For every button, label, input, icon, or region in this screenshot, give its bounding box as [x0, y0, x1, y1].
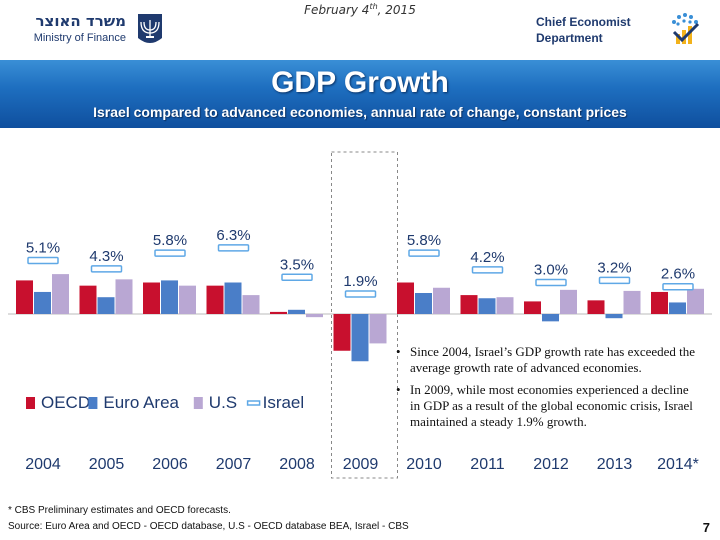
israel-data-label: 4.2%: [470, 249, 504, 266]
bar-oecd: [270, 311, 287, 314]
israel-data-label: 6.3%: [216, 227, 250, 244]
bar-oecd: [16, 280, 33, 314]
x-tick-label: 2013: [597, 456, 633, 473]
chief-economist-logo: Chief Economist Department: [536, 12, 706, 48]
legend-label: U.S: [209, 393, 237, 412]
legend-swatch-israel: [246, 400, 261, 406]
israel-data-label: 3.5%: [280, 256, 314, 273]
israel-marker: [535, 278, 567, 287]
israel-data-label: 2.6%: [661, 266, 695, 283]
legend-label: Israel: [263, 393, 305, 412]
menorah-emblem-icon: [138, 14, 162, 43]
bar-euro-area: [161, 280, 178, 314]
note-item: In 2009, while most economies experience…: [396, 382, 696, 430]
highlight-box-2009: [331, 151, 398, 479]
israel-marker: [154, 249, 186, 257]
notes-list: Since 2004, Israel’s GDP growth rate has…: [396, 344, 696, 436]
x-tick-label: 2009: [343, 456, 379, 473]
bar-u-s: [433, 287, 450, 314]
ministry-english-name: Ministry of Finance: [33, 32, 126, 44]
israel-marker: [662, 282, 694, 291]
bar-u-s: [306, 314, 323, 318]
legend-swatch: [88, 397, 98, 409]
bar-oecd: [651, 291, 668, 314]
israel-marker: [90, 265, 123, 273]
israel-marker: [471, 266, 504, 274]
bar-euro-area: [97, 297, 115, 314]
ministry-of-finance-logo: משרד האוצר Ministry of Finance: [18, 12, 168, 48]
x-tick-label: 2010: [406, 456, 442, 473]
bar-u-s: [52, 274, 69, 314]
presentation-date: February 4th, 2015: [0, 2, 720, 17]
bar-euro-area: [34, 291, 51, 314]
bar-u-s: [560, 289, 577, 314]
legend-swatch: [193, 397, 203, 409]
bar-u-s: [115, 279, 133, 314]
bar-euro-area: [224, 282, 242, 314]
israel-data-label: 5.8%: [407, 232, 441, 249]
bar-u-s: [687, 288, 704, 314]
israel-data-label: 4.3%: [89, 248, 123, 265]
bar-u-s: [369, 314, 387, 344]
date-main: February 4: [304, 3, 370, 17]
bar-u-s: [623, 290, 641, 314]
footnote: * CBS Preliminary estimates and OECD for…: [8, 505, 231, 516]
israel-data-label: 5.8%: [153, 232, 187, 249]
bar-oecd: [587, 300, 605, 314]
note-item: Since 2004, Israel’s GDP growth rate has…: [396, 344, 696, 376]
israel-data-label: 5.1%: [26, 239, 60, 256]
date-year: , 2015: [377, 3, 416, 17]
bar-oecd: [333, 314, 351, 351]
bar-euro-area: [351, 314, 369, 362]
x-tick-label: 2011: [470, 456, 505, 473]
x-tick-label: 2007: [216, 456, 252, 473]
page-subtitle: Israel compared to advanced economies, a…: [93, 104, 627, 120]
bar-oecd: [143, 282, 160, 314]
x-tick-label: 2012: [533, 456, 569, 473]
bar-u-s: [242, 295, 260, 314]
bar-oecd: [397, 282, 414, 314]
israel-marker: [217, 244, 250, 252]
x-tick-label: 2004: [25, 456, 61, 473]
x-tick-label: 2008: [279, 456, 315, 473]
israel-marker: [281, 273, 313, 281]
legend-label: OECD: [41, 393, 90, 412]
legend-label: Euro Area: [103, 393, 179, 412]
source-note: Source: Euro Area and OECD - OECD databa…: [8, 521, 409, 532]
date-suffix: th: [369, 2, 378, 11]
israel-marker: [598, 276, 631, 285]
chart-legend: OECD Euro Area U.S Israel: [26, 393, 304, 412]
page-title: GDP Growth: [271, 66, 449, 99]
bar-oecd: [79, 285, 97, 314]
israel-data-label: 3.0%: [534, 262, 568, 279]
bar-euro-area: [542, 314, 559, 322]
x-tick-label: 2005: [89, 456, 125, 473]
ministry-hebrew-name: משרד האוצר: [35, 12, 127, 30]
bar-u-s: [496, 297, 514, 314]
page-number: 7: [702, 520, 710, 535]
israel-data-label: 1.9%: [343, 273, 377, 290]
israel-marker: [344, 290, 377, 298]
bar-euro-area: [669, 302, 686, 314]
israel-marker: [408, 249, 440, 257]
bar-euro-area: [478, 298, 496, 314]
department-name: Chief Economist Department: [536, 15, 631, 45]
x-tick-label: 2006: [152, 456, 188, 473]
bar-oecd: [524, 301, 541, 314]
bar-oecd: [460, 295, 478, 314]
chart-check-logo-icon: [672, 13, 700, 44]
israel-marker: [27, 256, 59, 265]
bar-euro-area: [288, 309, 305, 314]
gdp-growth-chart: 5.1% 2004 4.3% 2005 5.8% 2006 6.3% 2007 3.5% 2008…: [8, 151, 712, 479]
israel-data-label: 3.2%: [597, 259, 631, 276]
bar-oecd: [206, 285, 224, 314]
bar-u-s: [179, 285, 196, 314]
legend-swatch: [26, 397, 35, 409]
title-banner: [0, 60, 720, 128]
x-tick-label: 2014*: [657, 456, 699, 473]
bar-euro-area: [415, 293, 432, 314]
bar-euro-area: [605, 314, 623, 319]
